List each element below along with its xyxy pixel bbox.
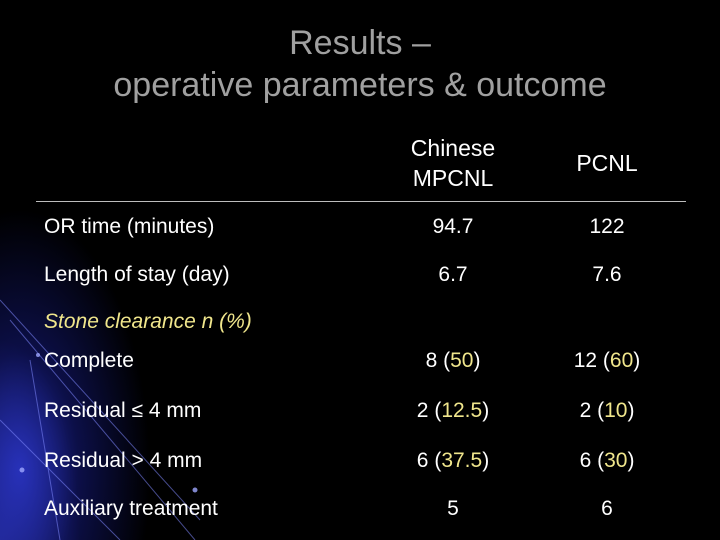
slide-title: Results – operative parameters & outcome: [0, 22, 720, 106]
cell-residual-le-4-mpcnl: 2 (12.5): [416, 399, 490, 422]
column-header-chinese-line1: Chinese: [410, 135, 496, 161]
cell-residual-le-4-mpcnl-n: 2: [416, 399, 429, 422]
cell-or-time-pcnl: 122: [589, 215, 625, 238]
column-header-chinese-line2: MPCNL: [412, 165, 494, 191]
cell-residual-gt-4-mpcnl-n: 6: [416, 449, 429, 472]
cell-residual-gt-4-mpcnl-pct: 37.5: [441, 449, 483, 472]
cell-complete-mpcnl: 8 (50): [425, 349, 481, 372]
row-label-complete: Complete: [44, 349, 134, 372]
cell-complete-pcnl: 12 (60): [573, 349, 641, 372]
row-label-auxiliary-treatment: Auxiliary treatment: [44, 497, 218, 520]
cell-complete-mpcnl-pct: 50: [450, 349, 474, 372]
section-label-stone-clearance: Stone clearance n (%): [44, 310, 252, 333]
row-label-residual-le-4: Residual ≤ 4 mm: [44, 399, 202, 422]
cell-or-time-mpcnl: 94.7: [432, 215, 474, 238]
cell-residual-le-4-pcnl: 2 (10): [579, 399, 635, 422]
column-header-chinese-mpcnl: Chinese MPCNL: [378, 133, 528, 193]
cell-complete-mpcnl-n: 8: [425, 349, 438, 372]
row-label-or-time: OR time (minutes): [44, 215, 215, 238]
cell-residual-gt-4-mpcnl: 6 (37.5): [416, 449, 490, 472]
cell-residual-gt-4-pcnl-pct: 30: [604, 449, 628, 472]
slide-title-line1: Results –: [289, 24, 431, 62]
column-header-pcnl: PCNL: [576, 150, 638, 176]
row-label-length-of-stay: Length of stay (day): [44, 263, 230, 286]
cell-residual-le-4-pcnl-n: 2: [579, 399, 592, 422]
slide-title-line2: operative parameters & outcome: [113, 66, 607, 104]
row-label-residual-gt-4: Residual > 4 mm: [44, 449, 203, 472]
header-divider: [36, 201, 686, 202]
cell-auxiliary-mpcnl: 5: [447, 497, 459, 520]
cell-residual-gt-4-pcnl: 6 (30): [579, 449, 635, 472]
cell-length-of-stay-mpcnl: 6.7: [438, 263, 468, 286]
cell-auxiliary-pcnl: 6: [601, 497, 613, 520]
cell-complete-pcnl-n: 12: [573, 349, 598, 372]
cell-residual-le-4-pcnl-pct: 10: [604, 399, 628, 422]
cell-residual-gt-4-pcnl-n: 6: [579, 449, 592, 472]
cell-complete-pcnl-pct: 60: [609, 349, 634, 372]
cell-length-of-stay-pcnl: 7.6: [592, 263, 622, 286]
cell-residual-le-4-mpcnl-pct: 12.5: [441, 399, 483, 422]
